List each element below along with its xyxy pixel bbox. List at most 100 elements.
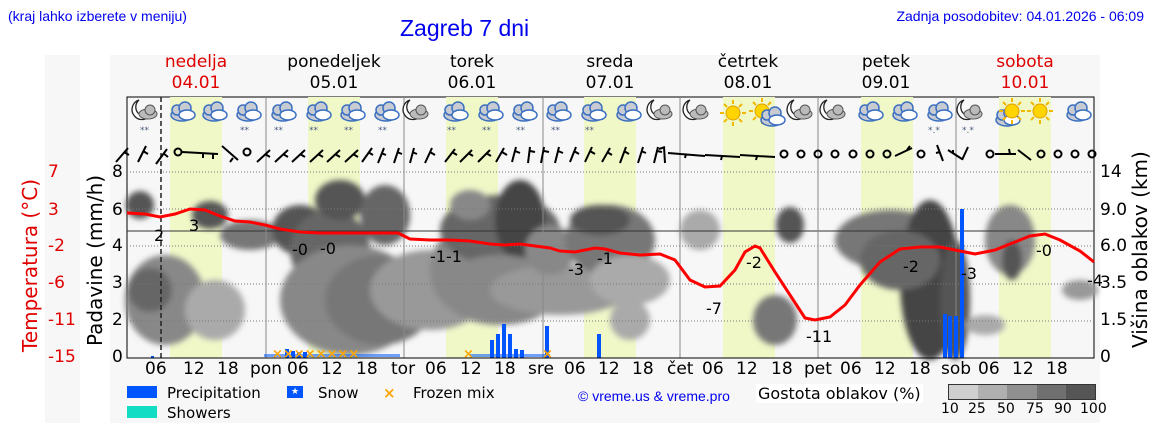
svg-text:-1: -1 xyxy=(430,247,446,266)
x-tick: sre xyxy=(528,359,554,379)
gridlines xyxy=(127,171,1094,322)
x-tick: 06 xyxy=(702,359,724,379)
svg-text:**: ** xyxy=(274,126,284,136)
temp-tick: 7 xyxy=(48,162,59,182)
snow-swatch: ★ xyxy=(287,386,303,398)
x-tick: 12 xyxy=(460,359,482,379)
legend-precipitation: Precipitation xyxy=(167,384,261,402)
x-tick: 18 xyxy=(771,359,793,379)
cloud-density-colorbar xyxy=(948,384,1096,400)
svg-text:×: × xyxy=(463,347,474,362)
svg-text:**: ** xyxy=(516,126,526,136)
x-tick: 12 xyxy=(321,359,343,379)
cloud-tick: 1.5 xyxy=(1100,310,1128,330)
rain-tick: 8 xyxy=(112,162,123,182)
svg-text:-0: -0 xyxy=(1036,241,1052,260)
svg-text:-3: -3 xyxy=(961,264,977,283)
x-tick: 12 xyxy=(598,359,620,379)
temp-tick: -11 xyxy=(48,310,76,330)
svg-text:**: ** xyxy=(447,126,457,136)
cloud-tick: 6.0 xyxy=(1100,236,1128,256)
svg-text:**: ** xyxy=(240,126,250,136)
svg-text:3: 3 xyxy=(189,216,199,235)
cloud-tick: 14 xyxy=(1100,162,1122,182)
svg-text:2: 2 xyxy=(154,226,164,245)
cloud-density xyxy=(125,180,1098,360)
rain-tick: 2 xyxy=(112,310,123,330)
cloud-tick: 0 xyxy=(1100,347,1111,367)
day-header: četrtek 08.01 xyxy=(717,52,779,93)
snow-flakes: ** ** ** ** ** ** ** ** ** ** ** *.* *.* xyxy=(140,126,974,136)
svg-text:-11: -11 xyxy=(806,327,832,346)
page-title: Zagreb 7 dni xyxy=(400,15,530,41)
svg-text:**: ** xyxy=(551,126,561,136)
x-tick: sob xyxy=(941,359,972,379)
temp-tick: 3 xyxy=(48,200,59,220)
x-tick: 18 xyxy=(1046,359,1068,379)
legend-showers: Showers xyxy=(167,404,231,422)
legend-snow: Snow xyxy=(318,384,359,402)
svg-text:**: ** xyxy=(482,126,492,136)
x-tick: 06 xyxy=(840,359,862,379)
svg-text:**: ** xyxy=(378,126,388,136)
x-tick: 12 xyxy=(183,359,205,379)
wind-barbs xyxy=(115,144,1097,165)
svg-text:-0: -0 xyxy=(320,239,336,258)
x-tick: 06 xyxy=(978,359,1000,379)
region-hint: (kraj lahko izberete v meniju) xyxy=(8,8,187,24)
density-tick: 75 xyxy=(1026,401,1044,417)
x-tick: 06 xyxy=(564,359,586,379)
x-tick: 18 xyxy=(632,359,654,379)
x-tick: 06 xyxy=(425,359,447,379)
svg-text:*.*: *.* xyxy=(962,126,974,136)
day-header: ponedeljek 05.01 xyxy=(287,52,381,93)
svg-text:-0: -0 xyxy=(292,240,308,259)
svg-text:-4: -4 xyxy=(1087,271,1103,290)
x-tick: tor xyxy=(391,359,416,379)
svg-text:*.*: *.* xyxy=(928,126,940,136)
temp-tick: -6 xyxy=(48,273,65,293)
rain-tick: 4 xyxy=(112,236,123,256)
density-tick: 100 xyxy=(1080,401,1107,417)
cloud-tick: 9.0 xyxy=(1100,200,1128,220)
temp-tick: -2 xyxy=(48,236,65,256)
precipitation-swatch xyxy=(127,386,157,398)
x-tick: 12 xyxy=(1012,359,1034,379)
temperature-line xyxy=(126,207,1095,322)
svg-text:××××××××: ×××××××× xyxy=(272,347,359,362)
density-tick: 25 xyxy=(968,401,986,417)
x-tick: 06 xyxy=(145,359,167,379)
last-updated: Zadnja posodobitev: 04.01.2026 - 06:09 xyxy=(896,8,1144,24)
day-header: sobota 10.01 xyxy=(996,52,1054,93)
svg-text:**: ** xyxy=(344,126,354,136)
svg-text:**: ** xyxy=(309,126,319,136)
x-tick: čet xyxy=(667,359,694,379)
temp-axis-panel xyxy=(45,55,80,423)
density-tick: 50 xyxy=(997,401,1015,417)
day-header: petek 09.01 xyxy=(861,52,911,93)
cloud-tick: 3.5 xyxy=(1100,273,1128,293)
day-header: torek 06.01 xyxy=(447,52,497,93)
snow-dots xyxy=(264,354,550,357)
svg-text:-2: -2 xyxy=(903,257,919,276)
showers-swatch xyxy=(127,406,157,418)
rain-tick: 0 xyxy=(112,347,123,367)
legend-frozen-mix: Frozen mix xyxy=(413,384,495,402)
svg-text:×: × xyxy=(542,347,553,362)
frozen-mix-icon: × xyxy=(383,384,396,402)
density-tick: 90 xyxy=(1054,401,1072,417)
svg-text:-1: -1 xyxy=(446,247,462,266)
day-header: sreda 07.01 xyxy=(585,52,635,93)
x-tick: pon xyxy=(250,359,282,379)
copyright-link[interactable]: © vreme.us & vreme.pro xyxy=(578,388,730,404)
legend-cloud-density: Gostota oblakov (%) xyxy=(756,384,923,403)
x-tick: 18 xyxy=(356,359,378,379)
temperature-labels: 2 3 -0 -0 -1 -1 -3 -1 -7 -2 -11 -2 -3 -0… xyxy=(154,216,1103,346)
x-tick: pet xyxy=(804,359,832,379)
x-tick: 12 xyxy=(736,359,758,379)
svg-text:-3: -3 xyxy=(568,260,584,279)
day-header: nedelja 04.01 xyxy=(164,52,228,93)
svg-text:-2: -2 xyxy=(746,253,762,272)
svg-text:-1: -1 xyxy=(597,249,613,268)
